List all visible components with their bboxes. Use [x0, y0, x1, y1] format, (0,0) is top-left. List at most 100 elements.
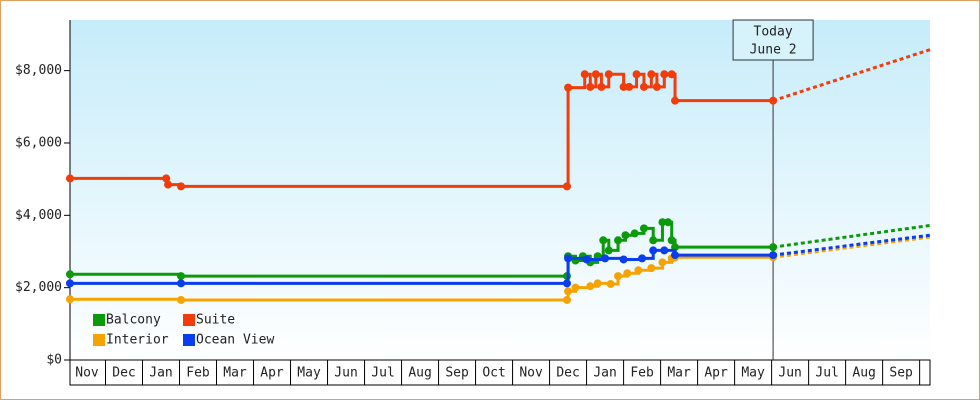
x-tick-label: Nov	[75, 366, 99, 381]
point	[667, 236, 676, 245]
x-tick-label: Nov	[519, 366, 543, 381]
x-tick-label: Feb	[186, 366, 210, 381]
point	[614, 272, 623, 281]
x-tick-label: Mar	[223, 366, 247, 381]
y-tick-label: $6,000	[15, 135, 62, 150]
legend-label: Interior	[106, 333, 169, 348]
forecast-line	[772, 223, 931, 249]
point	[586, 282, 595, 291]
point	[176, 295, 185, 304]
point	[591, 70, 600, 79]
point	[604, 70, 613, 79]
point	[564, 83, 573, 92]
point	[658, 258, 667, 267]
point	[599, 236, 608, 245]
point	[632, 70, 641, 79]
point	[625, 82, 634, 91]
y-tick-label: $0	[46, 353, 62, 368]
legend-swatch	[93, 314, 105, 326]
y-tick-label: $4,000	[15, 208, 62, 223]
point	[571, 283, 580, 292]
point	[601, 254, 610, 263]
point	[65, 279, 74, 288]
point	[623, 269, 632, 278]
point	[658, 218, 667, 227]
point	[621, 231, 630, 240]
point	[663, 218, 672, 227]
legend-label: Ocean View	[196, 333, 274, 348]
x-tick-label: Sep	[445, 366, 469, 381]
x-tick-label: Feb	[630, 366, 654, 381]
point	[614, 236, 623, 245]
point	[562, 182, 571, 191]
point	[562, 279, 571, 288]
point	[647, 70, 656, 79]
point	[630, 229, 639, 238]
point	[619, 82, 628, 91]
x-tick-label: Apr	[260, 366, 284, 381]
point	[604, 246, 613, 255]
point	[162, 174, 171, 183]
today-label: Today	[754, 25, 793, 40]
point	[606, 280, 615, 289]
x-tick-label: May	[741, 366, 765, 381]
x-tick-label: May	[297, 366, 321, 381]
point	[65, 270, 74, 279]
point	[639, 224, 648, 233]
point	[593, 279, 602, 288]
point	[562, 295, 571, 304]
point	[65, 174, 74, 183]
x-tick-label: Jun	[334, 366, 357, 381]
point	[638, 254, 647, 263]
x-tick-label: Aug	[408, 366, 431, 381]
point	[564, 254, 573, 263]
point	[652, 82, 661, 91]
point	[634, 266, 643, 275]
x-tick-label: Oct	[482, 366, 505, 381]
layer: $0 $2,000 $4,000 $6,000 $8,000 Nov Dec Jan Feb Ma…	[15, 19, 931, 385]
y-tick-label: $8,000	[15, 63, 62, 78]
point	[667, 70, 676, 79]
x-tick-label: Dec	[112, 366, 135, 381]
today-label: June 2	[750, 43, 797, 58]
y-tick-label: $2,000	[15, 280, 62, 295]
forecast-line	[772, 233, 931, 257]
plot-area	[70, 20, 930, 360]
point	[671, 251, 680, 260]
point	[647, 264, 656, 273]
point	[176, 272, 185, 281]
point	[582, 255, 591, 264]
x-tick-label: Sep	[889, 366, 913, 381]
x-tick-label: Dec	[556, 366, 579, 381]
point	[586, 82, 595, 91]
legend-swatch	[183, 334, 195, 346]
point	[649, 236, 658, 245]
legend-label: Balcony	[106, 313, 161, 328]
point	[649, 246, 658, 255]
point	[619, 255, 628, 264]
point	[769, 251, 778, 260]
point	[660, 70, 669, 79]
point	[597, 82, 606, 91]
x-axis-band	[69, 359, 931, 386]
point	[580, 70, 589, 79]
legend-swatch	[183, 314, 195, 326]
point	[769, 243, 778, 252]
legend-swatch	[93, 334, 105, 346]
point	[176, 279, 185, 288]
x-tick-label: Mar	[667, 366, 691, 381]
x-tick-label: Jun	[778, 366, 801, 381]
point	[769, 96, 778, 105]
legend-label: Suite	[196, 313, 235, 328]
point	[164, 180, 173, 189]
x-tick-label: Jul	[815, 366, 838, 381]
x-tick-label: Apr	[704, 366, 728, 381]
x-tick-label: Jul	[371, 366, 394, 381]
x-tick-label: Aug	[852, 366, 875, 381]
forecast-line	[772, 235, 931, 259]
today-box	[732, 19, 814, 61]
x-tick-label: Jan	[149, 366, 172, 381]
point	[176, 182, 185, 191]
point	[639, 82, 648, 91]
